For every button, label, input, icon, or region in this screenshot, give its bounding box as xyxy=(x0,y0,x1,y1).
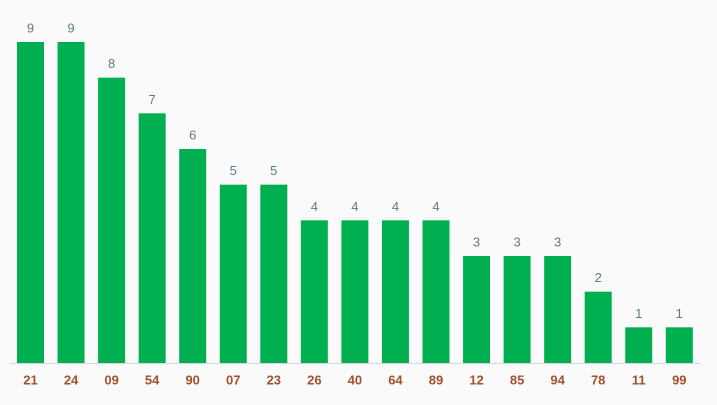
bar xyxy=(503,256,531,363)
value-label: 3 xyxy=(513,234,520,249)
x-tick-label: 94 xyxy=(550,372,565,387)
bar xyxy=(98,77,126,364)
x-tick-label: 78 xyxy=(591,372,605,387)
value-label: 1 xyxy=(676,306,683,321)
value-label: 8 xyxy=(108,56,115,71)
x-tick-label: 85 xyxy=(510,372,524,387)
x-tick-label: 12 xyxy=(469,372,483,387)
x-tick-label: 23 xyxy=(267,372,281,387)
value-label: 2 xyxy=(595,270,602,285)
x-tick-label: 21 xyxy=(23,372,37,387)
value-label: 9 xyxy=(27,20,34,35)
value-label: 5 xyxy=(270,163,277,178)
bar xyxy=(179,149,207,363)
bar xyxy=(625,327,653,363)
value-label: 9 xyxy=(67,20,74,35)
bar xyxy=(219,184,247,363)
bar xyxy=(584,291,612,363)
bar xyxy=(381,220,409,363)
value-label: 5 xyxy=(230,163,237,178)
value-label: 4 xyxy=(351,199,358,214)
x-tick-label: 07 xyxy=(226,372,240,387)
x-tick-label: 11 xyxy=(632,372,646,387)
bar xyxy=(17,42,44,363)
value-label: 7 xyxy=(149,92,156,107)
x-tick-label: 99 xyxy=(672,372,686,387)
bar xyxy=(57,42,85,363)
bar xyxy=(422,220,450,363)
bar xyxy=(138,113,166,363)
value-label: 6 xyxy=(189,127,196,142)
bar xyxy=(260,184,288,363)
x-tick-label: 09 xyxy=(104,372,118,387)
x-tick-label: 54 xyxy=(145,372,160,387)
x-tick-label: 24 xyxy=(64,372,79,387)
bar xyxy=(341,220,369,363)
bar xyxy=(300,220,328,363)
bar xyxy=(463,256,491,363)
bar xyxy=(544,256,572,363)
value-label: 4 xyxy=(311,199,318,214)
value-label: 3 xyxy=(473,234,480,249)
x-tick-label: 26 xyxy=(307,372,321,387)
x-tick-label: 40 xyxy=(348,372,362,387)
value-label: 4 xyxy=(392,199,399,214)
value-label: 3 xyxy=(554,234,561,249)
x-tick-label: 89 xyxy=(429,372,443,387)
value-label: 4 xyxy=(432,199,439,214)
x-tick-label: 64 xyxy=(388,372,403,387)
x-tick-label: 90 xyxy=(185,372,199,387)
value-label: 1 xyxy=(635,306,642,321)
bar xyxy=(665,327,693,363)
